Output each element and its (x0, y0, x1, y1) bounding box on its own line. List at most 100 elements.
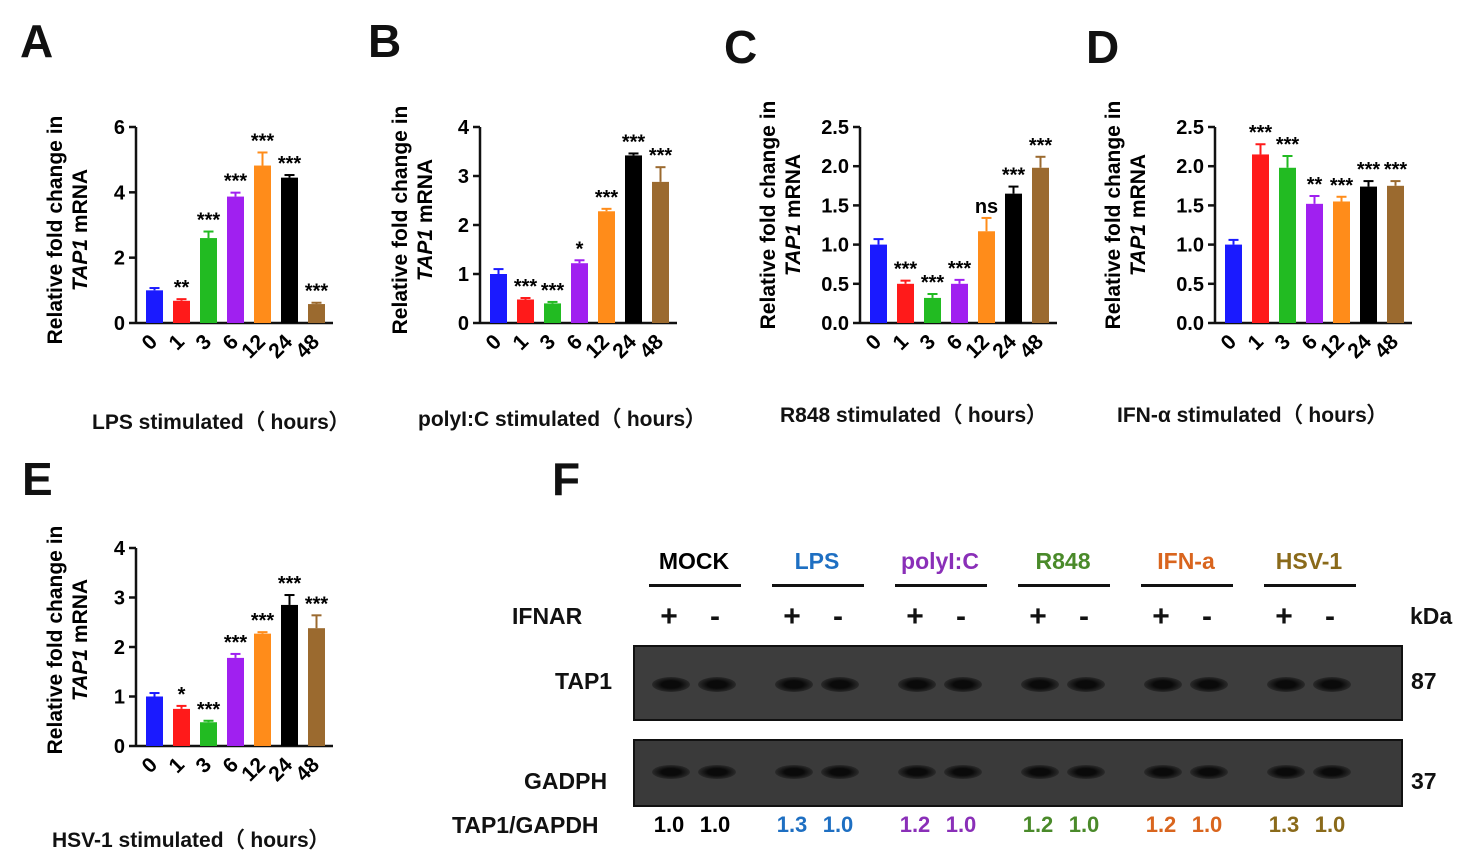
y-tick-label: 0 (114, 313, 125, 335)
bar (544, 303, 561, 323)
significance-label: *** (948, 258, 972, 280)
significance-label: * (178, 684, 186, 706)
y-tick-label: 2.0 (1176, 156, 1204, 178)
y-axis-label: Relative fold change inTAP1 mRNA (44, 116, 92, 345)
gapdh-row-label: GADPH (524, 768, 608, 794)
group-underline (772, 584, 864, 587)
ifnar-plus: + (1029, 600, 1047, 633)
blot-band (1190, 677, 1228, 692)
ifnar-label: IFNAR (512, 603, 583, 629)
bar (1306, 203, 1323, 323)
significance-label: *** (1249, 122, 1273, 144)
tap1-blot (633, 645, 1403, 721)
significance-label: *** (197, 210, 221, 232)
y-tick-label: 4 (114, 538, 126, 560)
y-tick-label: 2.0 (821, 156, 849, 178)
significance-label: *** (595, 187, 619, 209)
kda-label: kDa (1410, 603, 1453, 629)
ifnar-plus: + (783, 600, 801, 633)
group-underline (1141, 584, 1233, 587)
significance-label: *** (251, 130, 275, 152)
significance-label: *** (1330, 175, 1354, 197)
x-tick-label: 0 (1217, 330, 1242, 355)
x-tick-label: 6 (1298, 330, 1323, 355)
ratio-value: 1.0 (945, 812, 977, 837)
significance-label: *** (305, 281, 329, 303)
group-label: polyI:C (901, 548, 979, 574)
ratio-value: 1.2 (899, 812, 931, 837)
y-tick-label: 2.5 (821, 117, 849, 139)
blot-band (1267, 677, 1305, 692)
y-axis-label-line1: Relative fold change in (44, 526, 67, 755)
significance-label: *** (622, 131, 646, 153)
y-axis-label-suffix: mRNA (69, 169, 92, 239)
bar (1225, 244, 1242, 323)
ratio-value: 1.0 (1191, 812, 1223, 837)
gapdh-kda: 37 (1411, 768, 1437, 794)
bar (1279, 167, 1296, 323)
blot-band (1190, 765, 1228, 779)
xlabel-e: HSV-1 stimulated（ hours） (52, 829, 330, 852)
x-tick-label: 3 (192, 330, 217, 355)
bar (652, 181, 669, 323)
ifnar-minus: - (710, 600, 720, 633)
bar (517, 299, 534, 323)
blot-band (775, 765, 813, 779)
ratio-value: 1.3 (1268, 812, 1300, 837)
x-tick-label: 0 (138, 330, 163, 355)
significance-label: *** (921, 272, 945, 294)
blot-band (944, 677, 982, 692)
y-axis-label-gene: TAP1 (414, 229, 437, 281)
blot-band (898, 677, 936, 692)
y-tick-label: 2.5 (1176, 117, 1204, 139)
y-tick-label: 3 (114, 588, 125, 610)
blot-band (1021, 765, 1059, 779)
y-axis-label: Relative fold change inTAP1 mRNA (44, 526, 92, 755)
xlabel-d: IFN-α stimulated（ hours） (1117, 404, 1388, 427)
blot-band (1313, 765, 1351, 779)
y-tick-label: 4 (458, 117, 470, 139)
x-tick-label: 0 (862, 330, 887, 355)
gapdh-blot (633, 739, 1403, 807)
ifnar-minus: - (1202, 600, 1212, 633)
panel-label-c: C (724, 21, 758, 73)
blot-band (1144, 765, 1182, 779)
ifnar-plus: + (1152, 600, 1170, 633)
significance-label: *** (278, 153, 302, 175)
x-tick-label: 3 (192, 753, 217, 778)
ifnar-plus: + (660, 600, 678, 633)
y-tick-label: 0.5 (821, 274, 849, 296)
significance-label: *** (514, 276, 538, 298)
significance-label: *** (1029, 135, 1053, 157)
bar (173, 708, 190, 746)
y-axis-label: Relative fold change inTAP1 mRNA (1102, 101, 1150, 330)
y-tick-label: 1.0 (1176, 235, 1204, 257)
significance-label: ** (1307, 174, 1323, 196)
ratio-value: 1.0 (699, 812, 731, 837)
y-axis-label-line1: Relative fold change in (389, 106, 412, 335)
significance-label: *** (894, 259, 918, 281)
y-axis-label-line1: Relative fold change in (44, 116, 67, 345)
bar (308, 304, 325, 323)
significance-label: *** (197, 699, 221, 721)
significance-label: ns (975, 196, 998, 218)
y-tick-label: 0.0 (821, 313, 849, 335)
ratio-value: 1.3 (776, 812, 808, 837)
bar (200, 238, 217, 323)
blot-band (698, 765, 736, 779)
y-axis-label-suffix: mRNA (1127, 154, 1150, 224)
bar (1032, 167, 1049, 323)
x-tick-label: 6 (219, 753, 244, 778)
bar (951, 283, 968, 323)
x-tick-label: 3 (916, 330, 941, 355)
x-tick-label: 3 (1271, 330, 1296, 355)
bar (598, 211, 615, 323)
group-label: LPS (794, 548, 840, 574)
bar (1333, 201, 1350, 323)
ifnar-minus: - (1325, 600, 1335, 633)
y-axis-label-gene: TAP1 (69, 649, 92, 701)
blot-band (1021, 677, 1059, 692)
y-axis-label-suffix: mRNA (782, 154, 805, 224)
x-tick-label: 6 (219, 330, 244, 355)
y-tick-label: 2 (458, 215, 469, 237)
